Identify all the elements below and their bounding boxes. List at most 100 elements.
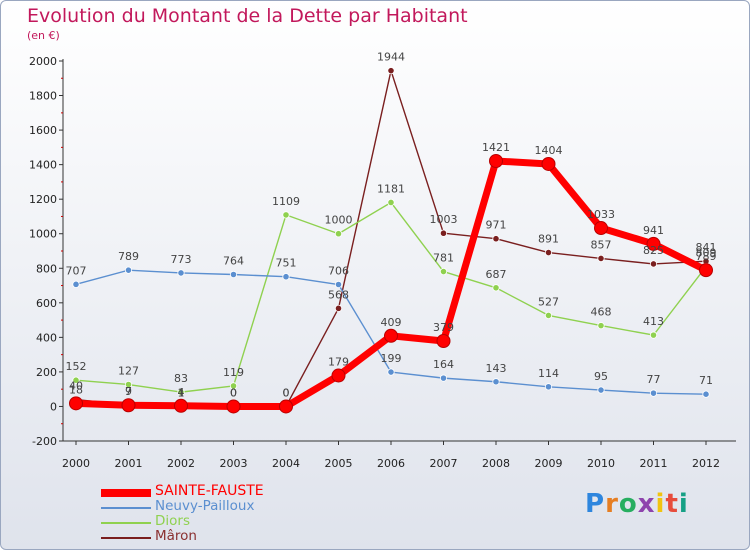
series-point-3	[649, 260, 658, 268]
y-tick-label: 400	[36, 331, 57, 344]
data-label-1: 95	[594, 370, 608, 383]
data-label-3: 568	[328, 288, 349, 301]
series-point-2	[597, 322, 605, 330]
data-label-0: 7	[125, 385, 132, 398]
series-point-3	[544, 248, 553, 257]
logo-letter: i	[655, 489, 666, 519]
series-point-0	[436, 333, 451, 348]
series-point-2	[282, 211, 290, 219]
series-point-2	[439, 267, 448, 276]
data-label-1: 789	[118, 250, 139, 263]
series-point-1	[72, 280, 80, 288]
y-tick-label: 1400	[29, 159, 57, 172]
data-label-1: 707	[66, 264, 87, 277]
data-label-1: 114	[538, 367, 559, 380]
legend-swatch	[101, 507, 151, 509]
series-point-0	[384, 328, 398, 343]
logo-letter: r	[605, 489, 619, 519]
y-tick-label: 0	[50, 400, 57, 413]
x-tick-label: 2012	[692, 457, 720, 470]
x-tick-label: 2001	[115, 457, 143, 470]
data-label-0: 18	[69, 383, 83, 396]
data-label-1: 77	[647, 373, 661, 386]
data-label-3: 857	[591, 238, 612, 251]
data-label-3: 841	[696, 241, 717, 254]
proxiti-logo: Proxiti	[585, 489, 689, 519]
y-tick-label: 1600	[29, 124, 57, 137]
data-label-0: 941	[643, 224, 664, 237]
data-label-1: 164	[433, 358, 454, 371]
data-label-2: 809	[696, 247, 717, 260]
series-point-2	[544, 311, 553, 320]
logo-letter: t	[665, 489, 679, 519]
data-label-1: 71	[699, 374, 713, 387]
series-point-0	[279, 399, 293, 414]
data-label-0: 0	[283, 386, 290, 399]
logo-letter: i	[678, 489, 689, 519]
series-point-0	[331, 368, 346, 383]
series-point-3	[387, 67, 395, 75]
data-label-0: 0	[230, 386, 237, 399]
data-label-2: 413	[643, 315, 664, 328]
data-label-1: 764	[223, 254, 244, 267]
series-point-1	[229, 270, 238, 279]
data-label-0: 4	[178, 386, 185, 399]
data-label-0: 1421	[482, 141, 510, 154]
y-tick-label: -200	[32, 435, 57, 448]
legend-swatch	[101, 489, 151, 497]
series-point-0	[174, 398, 188, 413]
data-label-0: 179	[328, 356, 349, 369]
series-point-2	[492, 284, 500, 292]
data-label-3: 825	[643, 244, 664, 257]
series-point-0	[594, 221, 608, 236]
legend-label: Neuvy-Pailloux	[155, 498, 255, 514]
data-label-3: 0	[283, 386, 290, 399]
data-label-3: 40	[69, 380, 83, 393]
series-point-1	[597, 386, 605, 394]
series-point-1	[544, 383, 553, 391]
series-point-1	[177, 269, 185, 277]
data-label-3: 9	[125, 385, 132, 398]
x-tick-label: 2003	[220, 457, 248, 470]
series-point-1	[124, 266, 133, 274]
series-point-0	[226, 399, 241, 414]
series-point-1	[439, 374, 448, 382]
series-point-2	[177, 388, 185, 396]
logo-letter: o	[618, 489, 638, 519]
data-label-0: 1033	[587, 208, 615, 221]
series-point-3	[492, 235, 500, 243]
series-point-0	[646, 236, 661, 251]
data-label-2: 152	[66, 360, 87, 373]
x-tick-label: 2009	[535, 457, 563, 470]
data-label-2: 527	[538, 295, 559, 308]
data-label-3: 1944	[377, 51, 405, 64]
series-point-2	[229, 382, 238, 390]
data-label-0: 409	[381, 316, 402, 329]
data-label-2: 119	[223, 366, 244, 379]
data-label-3: 1003	[430, 213, 458, 226]
y-tick-label: 1000	[29, 228, 57, 241]
logo-letter: x	[637, 489, 656, 519]
y-tick-label: 1800	[29, 90, 57, 103]
data-label-2: 1000	[325, 214, 353, 227]
series-point-1	[282, 273, 290, 281]
data-label-2: 127	[118, 365, 139, 378]
y-tick-label: 600	[36, 297, 57, 310]
data-label-1: 751	[276, 257, 297, 270]
data-label-1: 143	[486, 362, 507, 375]
series-point-2	[334, 230, 343, 238]
series-point-0	[699, 263, 713, 278]
y-tick-label: 800	[36, 262, 57, 275]
series-point-1	[649, 389, 658, 397]
x-tick-label: 2008	[482, 457, 510, 470]
x-tick-label: 2005	[325, 457, 353, 470]
series-point-0	[69, 396, 83, 411]
data-label-0: 1404	[535, 144, 563, 157]
legend-label: Mâron	[155, 528, 197, 544]
series-point-3	[597, 254, 605, 263]
data-label-2: 1181	[377, 182, 405, 195]
x-tick-label: 2002	[167, 457, 195, 470]
legend-label: SAINTE-FAUSTE	[155, 483, 264, 499]
x-tick-label: 2004	[272, 457, 300, 470]
